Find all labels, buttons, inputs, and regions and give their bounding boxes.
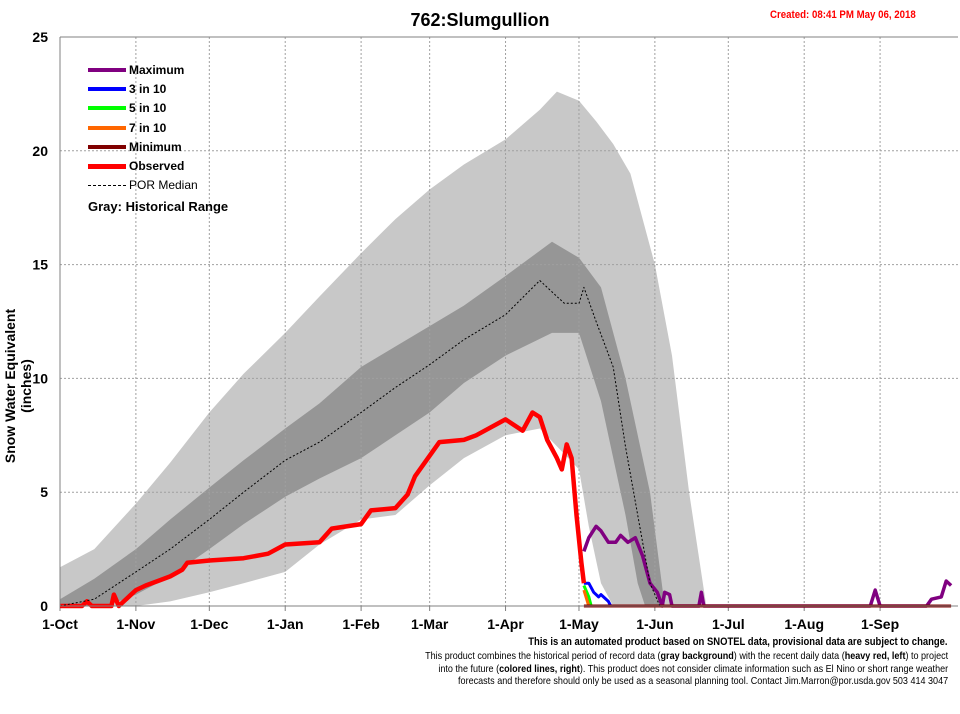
y-tick-label: 25: [32, 29, 48, 45]
legend-item-por-median: POR Median: [88, 176, 228, 195]
interquantile-range-band: [60, 241, 954, 607]
legend-item-5-in-10: 5 in 10: [88, 99, 228, 118]
legend-item-7-in-10: 7 in 10: [88, 118, 228, 137]
series-observed: [60, 410, 587, 609]
footer-text: forecasts and therefore should only be u…: [457, 675, 948, 687]
series-7-in-10: [582, 589, 591, 607]
footer-text: This product combines the historical per…: [425, 650, 661, 662]
footer-text: gray background: [660, 650, 734, 662]
legend: Maximum 3 in 10 5 in 10 7 in 10 Minimum …: [88, 60, 228, 214]
footer-description: This product combines the historical per…: [425, 650, 948, 688]
legend-label: POR Median: [129, 178, 198, 193]
x-tick-label: 1-May: [559, 616, 599, 632]
x-tick-label: 1-Oct: [42, 616, 78, 632]
y-axis-label: Snow Water Equivalent (inches): [2, 308, 34, 464]
footer-text: ) to project: [905, 650, 948, 662]
legend-label: 7 in 10: [129, 120, 167, 135]
legend-swatch: [88, 163, 126, 169]
legend-swatch: [88, 184, 126, 186]
legend-swatch: [88, 86, 126, 91]
footer-text: into the future (: [438, 662, 499, 675]
footer-text: heavy red, left: [844, 650, 906, 662]
legend-swatch: [88, 125, 126, 130]
legend-swatch: [88, 67, 126, 72]
legend-item-3-in-10: 3 in 10: [88, 79, 228, 98]
x-tick-label: 1-Sep: [861, 616, 899, 632]
footer-text: ). This product does not consider climat…: [579, 662, 948, 675]
series-5-in-10: [582, 584, 593, 607]
x-tick-label: 1-Dec: [190, 616, 228, 632]
y-tick-label: 20: [32, 143, 48, 159]
legend-label: Maximum: [129, 62, 185, 77]
legend-swatch: [88, 144, 126, 149]
legend-label: Observed: [129, 159, 185, 174]
x-tick-label: 1-Jan: [267, 616, 304, 632]
legend-item-observed: Observed: [88, 156, 228, 175]
created-timestamp: Created: 08:41 PM May 06, 2018: [770, 9, 916, 21]
y-tick-label: 5: [40, 484, 48, 500]
y-tick-label: 15: [32, 257, 48, 273]
x-tick-label: 1-Jul: [712, 616, 745, 632]
x-tick-label: 1-Mar: [411, 616, 449, 632]
legend-label: Minimum: [129, 139, 182, 154]
legend-label: 3 in 10: [129, 81, 167, 96]
y-tick-label: 0: [40, 598, 48, 614]
footer-disclaimer: This is an automated product based on SN…: [528, 636, 948, 648]
footer-text: ) with the recent daily data (: [733, 650, 845, 662]
legend-note: Gray: Historical Range: [88, 199, 229, 215]
x-tick-label: 1-Feb: [342, 616, 379, 632]
series-3-in-10: [583, 581, 613, 607]
legend-item-minimum: Minimum: [88, 137, 228, 156]
x-tick-label: 1-Apr: [487, 616, 524, 632]
legend-item-maximum: Maximum: [88, 60, 228, 79]
y-tick-label: 10: [32, 370, 48, 386]
chart-title: 762:Slumgullion: [410, 10, 550, 30]
x-tick-label: 1-Nov: [116, 616, 155, 632]
x-tick-label: 1-Aug: [784, 616, 824, 632]
legend-label: 5 in 10: [129, 101, 167, 116]
footer-text: colored lines, right: [498, 662, 580, 675]
legend-swatch: [88, 106, 126, 111]
x-tick-label: 1-Jun: [636, 616, 673, 632]
